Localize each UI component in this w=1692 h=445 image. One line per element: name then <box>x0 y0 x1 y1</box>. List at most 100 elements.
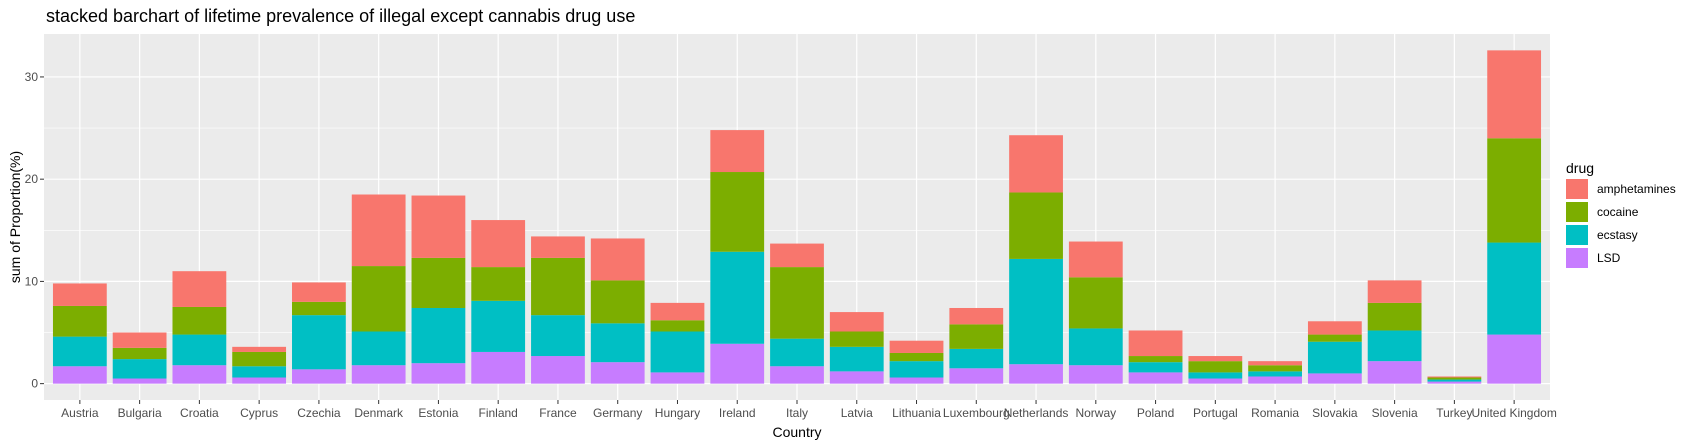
x-tick-label: Croatia <box>180 406 219 420</box>
bar-segment <box>710 251 765 344</box>
bar-segment <box>949 324 1004 349</box>
bar-segment <box>889 377 944 384</box>
bar-segment <box>770 366 824 384</box>
bars <box>52 50 1542 384</box>
y-axis-title: sum of Proportion(%) <box>7 151 23 283</box>
x-tick-label: Czechia <box>297 406 341 420</box>
bar-segment <box>889 352 944 362</box>
x-tick-label: Bulgaria <box>118 406 162 420</box>
bar-segment <box>1427 377 1482 380</box>
bar-segment <box>531 315 585 357</box>
bar-segment <box>1367 361 1422 384</box>
x-tick-label: United Kingdom <box>1471 406 1556 420</box>
legend-label: LSD <box>1597 251 1621 265</box>
bar-segment <box>710 172 765 252</box>
bar-segment <box>770 243 824 268</box>
bar-segment <box>52 305 107 337</box>
bar-segment <box>471 351 526 384</box>
bar-segment <box>829 312 884 332</box>
bar-segment <box>52 336 107 367</box>
x-tick-label: Netherlands <box>1004 406 1069 420</box>
bar-segment <box>829 331 884 347</box>
legend-swatch <box>1566 225 1588 245</box>
bar-segment <box>351 331 406 366</box>
bar-segment <box>531 257 585 316</box>
bar-segment <box>232 346 287 352</box>
y-axis-ticks: 0 10 20 30 <box>25 70 44 391</box>
legend-label: amphetamines <box>1597 182 1676 196</box>
bar-segment <box>1009 135 1063 193</box>
bar-segment <box>1307 373 1362 384</box>
y-tick-label: 30 <box>25 70 39 84</box>
bar-segment <box>650 372 705 384</box>
bar-segment <box>172 365 227 384</box>
bar-segment <box>1487 242 1542 335</box>
bar-segment <box>650 331 705 373</box>
x-tick-label: Finland <box>479 406 518 420</box>
x-axis-ticks: Austria Bulgaria Croatia Cyprus Czechia Denma… <box>61 400 1557 420</box>
x-tick-label: Norway <box>1075 406 1116 420</box>
bar-segment <box>471 220 526 268</box>
bar-segment <box>949 348 1004 369</box>
bar-segment <box>1487 138 1542 243</box>
x-tick-label: Austria <box>61 406 99 420</box>
x-tick-label: Slovakia <box>1312 406 1358 420</box>
bar-segment <box>949 307 1004 325</box>
bar-segment <box>1367 330 1422 362</box>
x-tick-label: Lithuania <box>892 406 941 420</box>
bar-segment <box>232 351 287 367</box>
bar-segment <box>411 307 466 364</box>
bar-segment <box>531 356 585 384</box>
bar-segment <box>292 282 346 302</box>
x-tick-label: Romania <box>1251 406 1299 420</box>
bar-segment <box>1009 258 1063 365</box>
bar-segment <box>1188 361 1243 373</box>
x-tick-label: Denmark <box>354 406 404 420</box>
chart-title: stacked barchart of lifetime prevalence … <box>46 6 635 26</box>
x-tick-label: Estonia <box>418 406 458 420</box>
x-tick-label: Latvia <box>841 406 873 420</box>
bar-segment <box>1427 379 1482 382</box>
bar-segment <box>531 236 585 258</box>
x-tick-label: Hungary <box>655 406 700 420</box>
bar-segment <box>889 361 944 378</box>
bar-segment <box>172 334 227 366</box>
bar-segment <box>471 267 526 301</box>
y-tick-label: 20 <box>25 172 39 186</box>
bar-segment <box>471 300 526 352</box>
legend-swatch <box>1566 248 1588 268</box>
bar-segment <box>650 320 705 332</box>
bar-segment <box>411 257 466 308</box>
bar-segment <box>1009 364 1063 384</box>
bar-segment <box>590 323 645 363</box>
bar-segment <box>351 266 406 332</box>
x-tick-label: Italy <box>786 406 808 420</box>
legend-swatch <box>1566 179 1588 199</box>
bar-segment <box>112 347 167 360</box>
bar-segment <box>112 378 167 384</box>
bar-segment <box>351 194 406 267</box>
bar-segment <box>829 346 884 372</box>
bar-segment <box>1068 365 1123 384</box>
bar-segment <box>1248 365 1302 372</box>
bar-segment <box>112 359 167 379</box>
bar-segment <box>1367 302 1422 331</box>
x-axis-title: Country <box>772 424 821 440</box>
bar-segment <box>590 280 645 324</box>
bar-segment <box>889 340 944 353</box>
x-tick-label: Ireland <box>719 406 756 420</box>
bar-segment <box>172 306 227 335</box>
bar-segment <box>52 283 107 306</box>
bar-segment <box>232 366 287 378</box>
bar-segment <box>770 267 824 339</box>
bar-segment <box>650 302 705 321</box>
bar-segment <box>411 363 466 384</box>
bar-segment <box>292 369 346 384</box>
bar-segment <box>172 271 227 307</box>
bar-segment <box>1128 362 1183 373</box>
x-tick-label: Cyprus <box>240 406 278 420</box>
x-tick-label: France <box>539 406 577 420</box>
x-tick-label: Turkey <box>1436 406 1472 420</box>
bar-segment <box>1248 371 1302 377</box>
